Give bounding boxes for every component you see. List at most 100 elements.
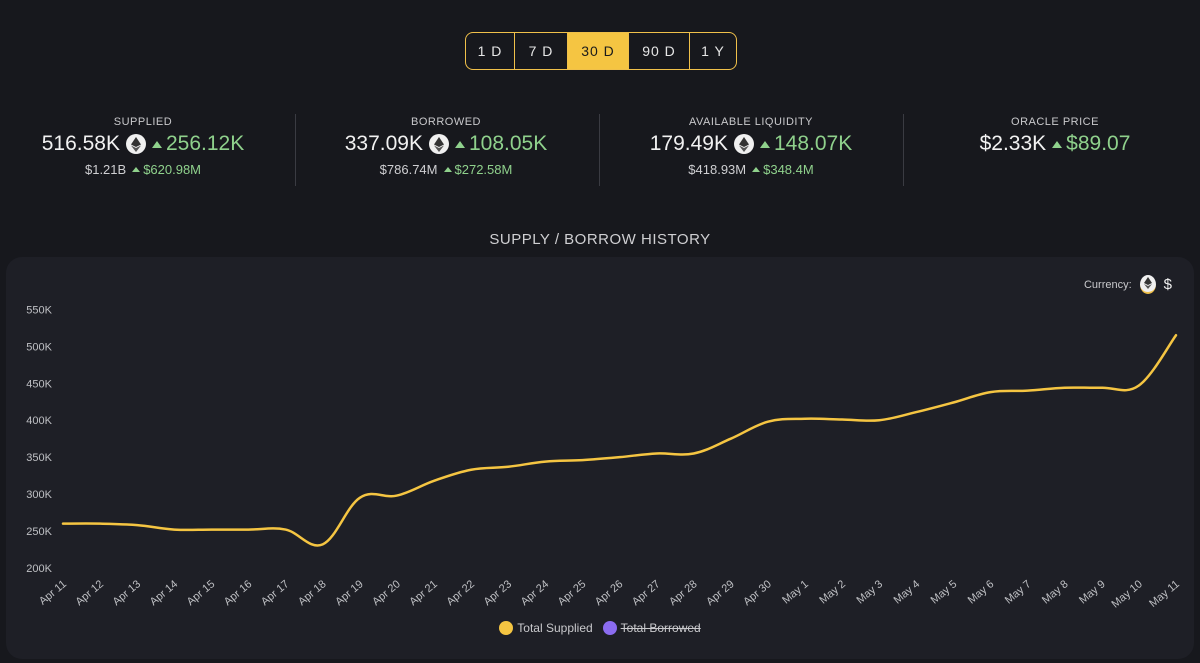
x-tick-label: May 2: [817, 578, 848, 606]
x-tick-label: Apr 14: [148, 578, 181, 608]
stat-value: 516.58K: [41, 132, 120, 155]
x-tick-label: May 11: [1147, 578, 1182, 610]
currency-toggle: Currency: $: [1084, 275, 1172, 294]
stat-delta: 148.07K: [760, 132, 852, 156]
x-tick-label: May 8: [1040, 578, 1071, 606]
x-tick-label: Apr 30: [741, 578, 774, 608]
x-tick-label: Apr 18: [296, 578, 329, 608]
x-tick-label: May 10: [1109, 578, 1144, 610]
chart-legend: Total Supplied Total Borrowed: [6, 621, 1194, 635]
x-tick-label: Apr 17: [259, 578, 292, 608]
period-button-90d[interactable]: 90 D: [629, 33, 690, 69]
stat-value: 179.49K: [649, 132, 728, 155]
x-tick-label: Apr 29: [704, 578, 737, 608]
currency-eth-option[interactable]: [1139, 275, 1156, 294]
x-tick-label: Apr 23: [482, 578, 515, 608]
y-tick-label: 400K: [26, 415, 52, 427]
stat-usd-delta: $348.4M: [752, 162, 814, 177]
stat-usd: $1.21B $620.98M: [84, 162, 202, 177]
stat-usd: $786.74M $272.58M: [379, 162, 513, 177]
chart-title: SUPPLY / BORROW HISTORY: [489, 231, 711, 248]
x-tick-label: Apr 13: [111, 578, 144, 608]
x-tick-label: Apr 11: [37, 578, 69, 608]
x-tick-label: Apr 16: [222, 578, 255, 608]
stat-label: SUPPLIED: [113, 116, 173, 128]
x-tick-label: Apr 15: [185, 578, 218, 608]
x-tick-label: Apr 28: [667, 578, 700, 608]
chart-panel: 200K 250K 300K 350K 400K 450K 500K 550K Apr 11 Ap…: [6, 257, 1194, 659]
stat-divider: [598, 114, 600, 186]
legend-dot: [602, 621, 617, 635]
up-arrow-icon: [132, 167, 141, 172]
x-tick-label: Apr 24: [519, 578, 552, 608]
stat-delta: 108.05K: [455, 132, 547, 156]
stat-supplied: SUPPLIED 516.58K 256.12K $1.21B $620.98M: [0, 110, 293, 177]
x-tick-label: Apr 27: [630, 578, 663, 608]
stat-delta: $89.07: [1052, 132, 1130, 156]
x-tick-label: May 3: [854, 578, 885, 606]
ethereum-icon: [429, 134, 449, 154]
up-arrow-icon: [752, 167, 761, 172]
period-button-1y[interactable]: 1 Y: [701, 43, 725, 59]
legend-label: Total Borrowed: [620, 621, 701, 635]
stat-usd-delta: $620.98M: [132, 162, 201, 177]
ethereum-icon: [126, 134, 146, 154]
stat-divider: [294, 114, 296, 186]
legend-item-total-supplied[interactable]: Total Supplied: [499, 621, 593, 635]
stat-main-value: 516.58K 256.12K: [0, 132, 293, 156]
ethereum-icon: [734, 134, 754, 154]
stat-label: BORROWED: [411, 116, 481, 128]
x-tick-label: Apr 22: [444, 578, 477, 608]
y-tick-label: 350K: [26, 452, 52, 464]
period-button-1d[interactable]: 1 D: [466, 33, 515, 69]
stat-main-value: $2.33K $89.07: [905, 132, 1200, 156]
stat-main-value: 179.49K 148.07K: [601, 132, 901, 156]
stat-divider: [903, 114, 904, 186]
up-arrow-icon: [443, 167, 452, 172]
stat-usd-delta: $272.58M: [443, 162, 512, 177]
y-tick-label: 450K: [26, 378, 52, 390]
stat-available-liquidity: AVAILABLE LIQUIDITY 179.49K 148.07K $418.93…: [601, 110, 901, 177]
legend-dot: [499, 621, 514, 635]
series-line-total-supplied: [61, 334, 1178, 547]
up-arrow-icon: [455, 140, 465, 148]
stat-oracle-price: ORACLE PRICE $2.33K $89.07: [905, 110, 1200, 156]
stat-value: $2.33K: [979, 132, 1047, 155]
x-tick-label: Apr 20: [370, 578, 403, 608]
stat-usd: $418.93M $348.4M: [688, 162, 814, 177]
x-tick-label: May 5: [929, 578, 960, 606]
x-tick-label: May 4: [892, 578, 923, 606]
period-button-30d[interactable]: 30 D: [568, 33, 629, 69]
x-tick-label: Apr 21: [407, 578, 440, 608]
period-button-7d[interactable]: 7 D: [515, 33, 568, 69]
x-tick-label: Apr 12: [73, 578, 106, 608]
x-tick-label: May 1: [780, 578, 811, 606]
ethereum-icon: [1143, 277, 1152, 289]
stat-value: 337.09K: [344, 132, 423, 155]
legend-item-total-borrowed[interactable]: Total Borrowed: [602, 621, 701, 635]
currency-label: Currency:: [1083, 278, 1132, 291]
stat-borrowed: BORROWED 337.09K 108.05K $786.74M $272.58M: [296, 110, 596, 177]
y-tick-label: 250K: [26, 526, 52, 538]
up-arrow-icon: [152, 140, 162, 148]
y-tick-label: 550K: [26, 304, 52, 316]
x-tick-label: Apr 19: [333, 578, 366, 608]
x-tick-label: May 6: [966, 578, 997, 606]
up-arrow-icon: [760, 140, 770, 148]
currency-usd-option[interactable]: $: [1163, 276, 1172, 293]
stat-label: AVAILABLE LIQUIDITY: [688, 116, 814, 128]
up-arrow-icon: [1052, 140, 1063, 148]
legend-label: Total Supplied: [517, 621, 593, 635]
stat-delta: 256.12K: [152, 132, 244, 156]
x-tick-label: May 9: [1077, 578, 1108, 606]
x-tick-label: May 7: [1003, 578, 1034, 606]
stat-label: ORACLE PRICE: [1011, 116, 1099, 128]
x-tick-label: Apr 26: [593, 578, 626, 608]
stat-main-value: 337.09K 108.05K: [296, 132, 596, 156]
stats-row: SUPPLIED 516.58K 256.12K $1.21B $620.98M BORR…: [0, 110, 1200, 190]
y-tick-label: 200K: [26, 563, 52, 575]
y-tick-label: 300K: [26, 489, 52, 501]
